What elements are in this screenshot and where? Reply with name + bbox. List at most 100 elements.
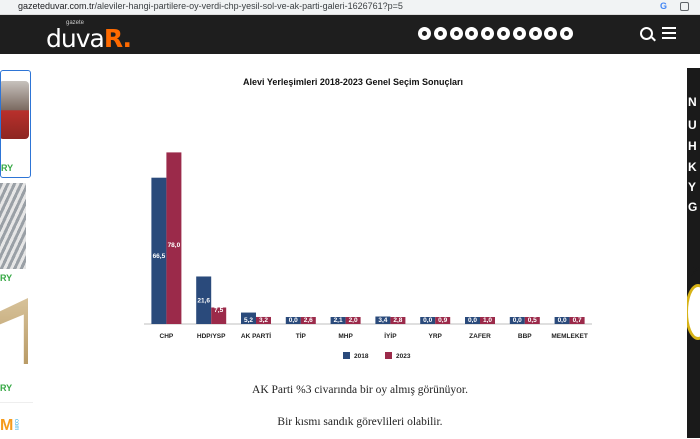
thumbnail-label: RY (1, 163, 14, 173)
extension-icon[interactable] (680, 2, 689, 11)
ad-text: G (688, 200, 698, 214)
bar-2023 (480, 317, 495, 324)
brand-logo: M (0, 417, 14, 434)
data-label-2018: 5,2 (244, 317, 253, 324)
facebook-icon[interactable] (433, 27, 447, 40)
telegram-icon[interactable] (481, 27, 495, 40)
category-label: YRP (429, 333, 443, 340)
category-label: CHP (160, 333, 174, 340)
site-header: gazete duvaR. (0, 15, 700, 54)
category-label: BBP (518, 333, 532, 340)
rss-icon[interactable] (544, 27, 558, 40)
data-label-2023: 2,6 (304, 317, 313, 324)
legend-swatch (385, 352, 392, 359)
data-label-2018: 0,0 (558, 317, 567, 324)
soundcloud-icon[interactable] (528, 27, 542, 40)
youtube-icon[interactable] (449, 27, 463, 40)
data-label-2023: 0,5 (528, 317, 537, 324)
election-chart: Alevi Yerleşimleri 2018-2023 Genel Seçim… (110, 68, 630, 368)
legend-swatch (343, 352, 350, 359)
bar-2018 (196, 276, 212, 324)
bar-2018 (420, 317, 436, 324)
brand-sub-text: com (13, 419, 19, 431)
address-bar[interactable]: gazeteduvar.com.tr/aleviler-hangi-partil… (0, 0, 700, 15)
data-label-2018: 0,0 (423, 317, 432, 324)
bar-2018 (151, 177, 167, 324)
bar-2018 (330, 317, 346, 324)
bar-2018 (241, 312, 256, 324)
bar-2018 (554, 317, 570, 324)
bar-2018 (285, 317, 301, 324)
ad-text: N (688, 95, 697, 109)
data-label-2018: 2,1 (334, 317, 343, 324)
data-label-2023: 0,9 (438, 317, 447, 324)
category-label: HDP/YSP (197, 333, 226, 340)
ad-text: U (688, 118, 697, 132)
bar-2023 (345, 317, 361, 324)
logo-text: duvaR. (46, 24, 132, 53)
category-label: MEMLEKET (551, 333, 588, 340)
data-label-2023: 2,0 (349, 317, 358, 324)
twitter-icon[interactable] (418, 27, 431, 40)
category-label: AK PARTİ (241, 332, 271, 340)
google-icon[interactable]: G (660, 1, 668, 11)
data-label-2023: 0,7 (573, 317, 582, 324)
category-label: ZAFER (469, 333, 491, 340)
chart-svg: Alevi Yerleşimleri 2018-2023 Genel Seçim… (144, 77, 592, 360)
bar-2023 (211, 307, 227, 324)
social-icons (418, 27, 576, 40)
instagram-icon[interactable] (465, 27, 479, 40)
ad-text: Y (688, 180, 697, 194)
thumbnail-label: RY (0, 383, 13, 393)
ad-text: K (688, 160, 697, 174)
data-label-2023: 78,0 (168, 242, 181, 249)
data-label-2018: 0,0 (513, 317, 522, 324)
category-label: İYİP (384, 332, 397, 340)
thumbnail-image (0, 298, 28, 364)
spotify-icon[interactable] (512, 27, 526, 40)
logo-small-text: gazete (66, 20, 85, 26)
data-label-2018: 21,6 (197, 298, 210, 305)
chart-title: Alevi Yerleşimleri 2018-2023 Genel Seçim… (243, 77, 463, 87)
thumbnail-label: RY (0, 273, 13, 283)
bar-2023 (390, 317, 406, 324)
category-label: TİP (296, 332, 307, 340)
bar-2018 (375, 316, 391, 324)
data-label-2018: 3,4 (378, 317, 387, 324)
bar-2018 (509, 317, 525, 324)
search-icon[interactable] (640, 27, 653, 40)
legend-label: 2023 (396, 353, 411, 360)
data-label-2018: 0,0 (289, 317, 298, 324)
data-label-2023: 3,2 (259, 317, 268, 324)
bar-2023 (166, 152, 182, 324)
ad-badge (687, 284, 700, 340)
left-thumbnail-strip: RY RY RY M com (0, 70, 33, 439)
data-label-2023: 2,8 (393, 317, 402, 324)
dailymotion-icon[interactable] (496, 27, 510, 40)
thumbnail-image (1, 81, 29, 139)
legend-label: 2018 (354, 353, 369, 360)
bar-2018 (465, 317, 480, 324)
brand-thumbnail[interactable]: M com (0, 402, 33, 439)
bar-2023 (569, 317, 585, 324)
data-label-2023: 1,0 (483, 317, 492, 324)
bar-2023 (435, 317, 451, 324)
gallery-thumbnail[interactable]: RY (0, 70, 31, 178)
menu-icon[interactable] (662, 27, 676, 41)
bar-2023 (256, 316, 271, 324)
gallery-thumbnail[interactable]: RY (0, 290, 31, 398)
thumbnail-image (0, 183, 26, 269)
url-text[interactable]: gazeteduvar.com.tr/aleviler-hangi-partil… (18, 1, 403, 11)
bar-2023 (524, 317, 540, 324)
right-advertisement[interactable]: N U H K Y G % (687, 68, 700, 438)
category-label: MHP (338, 333, 353, 340)
ad-text: H (688, 139, 697, 153)
data-label-2018: 0,0 (468, 317, 477, 324)
ad-percent: % (689, 264, 700, 278)
podcast-icon[interactable] (560, 27, 574, 40)
caption-1: AK Parti %3 civarında bir oy almış görün… (252, 384, 468, 396)
data-label-2023: 7,5 (214, 307, 223, 314)
data-label-2018: 66,5 (153, 253, 166, 260)
bar-2023 (300, 317, 316, 324)
gallery-thumbnail[interactable]: RY (0, 181, 31, 286)
